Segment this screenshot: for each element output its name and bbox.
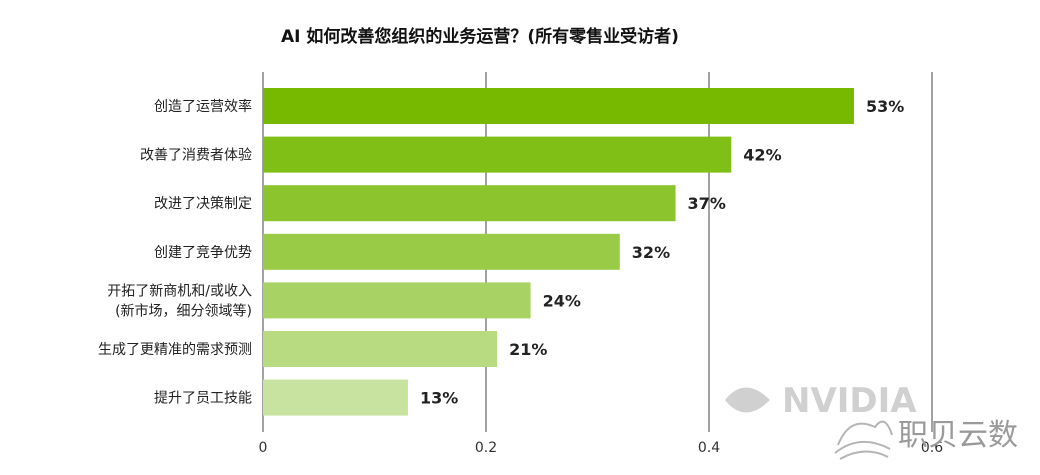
value-label: 42% — [743, 146, 781, 165]
category-label: 开拓了新商机和/或收入 — [107, 283, 252, 299]
value-label: 53% — [866, 97, 904, 116]
category-label: 提升了员工技能 — [154, 391, 252, 407]
bar — [263, 136, 732, 173]
category-labels: 创造了运营效率改善了消费者体验改进了决策制定创建了竞争优势开拓了新商机和/或收入… — [98, 98, 252, 407]
nvidia-watermark: NVIDIA — [725, 381, 917, 421]
category-label: 创造了运营效率 — [154, 98, 252, 115]
chart-title: AI 如何改善您组织的业务运营？(所有零售业受访者) — [281, 27, 679, 47]
value-label: 13% — [420, 389, 458, 408]
cloud-logo-icon — [834, 420, 893, 460]
bars — [263, 88, 854, 416]
x-tick-label: 0.6 — [921, 440, 943, 456]
category-label: 改进了决策制定 — [154, 195, 252, 212]
nvidia-eye-icon — [725, 387, 770, 413]
source-watermark-text: 职贝云数 — [898, 418, 1018, 453]
category-label: (新市场，细分领域等) — [115, 302, 252, 319]
x-tick-label: 0 — [259, 440, 268, 456]
bar — [263, 88, 854, 124]
bar — [263, 282, 531, 319]
nvidia-wordmark: NVIDIA — [782, 381, 917, 421]
value-label: 24% — [543, 291, 581, 310]
category-label: 创建了竞争优势 — [154, 244, 252, 261]
bar — [263, 185, 676, 222]
value-label: 32% — [632, 243, 670, 262]
category-label: 生成了更精准的需求预测 — [98, 342, 252, 358]
source-watermark: 职贝云数 — [834, 418, 1018, 460]
bar — [263, 331, 498, 367]
x-tick-label: 0.4 — [698, 440, 720, 456]
value-label: 37% — [688, 194, 726, 213]
value-labels: 53% 42% 37% 32% 24% 21% 13% — [420, 97, 904, 408]
category-label: 改善了消费者体验 — [140, 148, 252, 164]
value-label: 21% — [509, 340, 547, 359]
bar — [263, 379, 408, 416]
x-tick-label: 0.2 — [475, 440, 497, 456]
bar — [263, 233, 620, 270]
x-tick-labels: 0 0.2 0.4 0.6 — [259, 440, 944, 456]
